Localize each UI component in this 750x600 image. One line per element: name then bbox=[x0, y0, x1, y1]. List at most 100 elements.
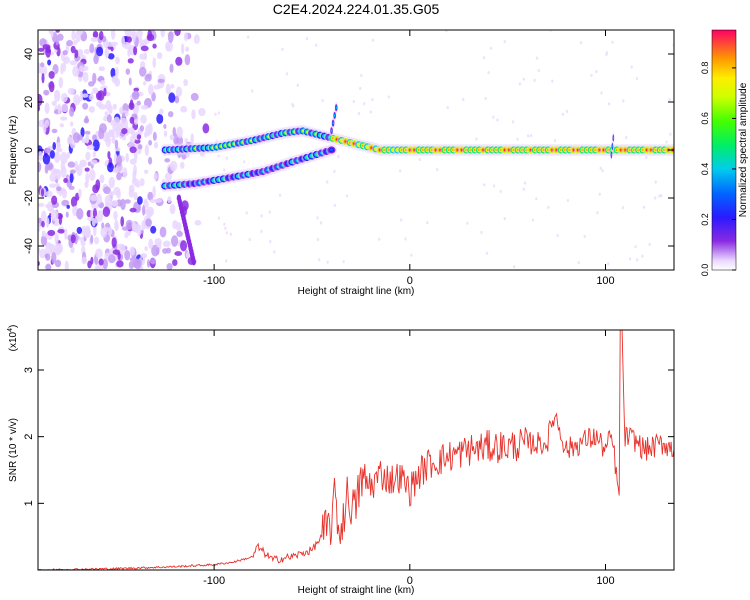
heatmap-noise-blob bbox=[185, 46, 190, 52]
heatmap-noise-blob bbox=[134, 113, 138, 120]
heatmap-noise-blob bbox=[92, 31, 99, 38]
heatmap-noise-blob bbox=[57, 228, 65, 234]
heatmap-noise-blob bbox=[61, 92, 68, 103]
heatmap-noise-blob bbox=[92, 87, 99, 94]
heatmap-noise-blob bbox=[174, 30, 181, 37]
heatmap-faint-dot bbox=[668, 98, 671, 102]
snr-multiplier: (x104) bbox=[7, 325, 19, 352]
heatmap-faint-dot bbox=[533, 78, 536, 82]
heatmap-noise-blob bbox=[153, 172, 158, 181]
heatmap-noise-blob bbox=[110, 41, 118, 46]
heatmap-noise-blob bbox=[62, 49, 68, 56]
heatmap-noise-blob bbox=[38, 47, 45, 52]
heatmap-noise-blob bbox=[136, 100, 141, 106]
heatmap-noise-blob bbox=[152, 43, 157, 49]
heatmap-noise-blob bbox=[139, 53, 147, 60]
snr-frame bbox=[37, 329, 675, 571]
heatmap-noise-blob bbox=[145, 73, 152, 79]
heatmap-noise-blob bbox=[115, 222, 119, 231]
heatmap-faint-dot bbox=[654, 180, 657, 184]
heatmap-noise-blob bbox=[115, 56, 120, 65]
heatmap-faint-dot bbox=[296, 83, 299, 87]
heatmap-noise-blob bbox=[48, 70, 55, 79]
heatmap-noise-blob bbox=[54, 259, 62, 268]
heatmap-noise-blob bbox=[145, 124, 151, 137]
heatmap-faint-dot bbox=[224, 259, 228, 263]
heatmap-noise-blob bbox=[103, 87, 107, 97]
heatmap-noise-blob bbox=[128, 77, 132, 86]
heatmap-noise-blob bbox=[92, 150, 96, 158]
heatmap-faint-dot bbox=[566, 198, 570, 203]
heatmap-noise-blob bbox=[152, 57, 157, 69]
heatmap-faint-dot bbox=[496, 118, 499, 122]
heatmap-noise-blob bbox=[113, 186, 121, 196]
colorbar-tick-label: 0.0 bbox=[700, 264, 710, 277]
heatmap-noise-blob bbox=[136, 134, 142, 140]
heatmap-noise-blob bbox=[142, 205, 146, 216]
snr-y-tick-label: 2 bbox=[23, 434, 35, 440]
heatmap-noise-blob bbox=[170, 84, 175, 89]
heatmap-noise-blob bbox=[147, 30, 152, 40]
heatmap-noise-blob bbox=[120, 198, 126, 211]
heatmap-noise-blob bbox=[129, 116, 135, 124]
heatmap-faint-dot bbox=[484, 96, 487, 101]
heatmap-noise-blob bbox=[126, 36, 132, 43]
heatmap-noise-blob bbox=[89, 194, 98, 202]
heatmap-noise-blob bbox=[83, 48, 90, 55]
heatmap-noise-blob bbox=[86, 144, 95, 150]
heatmap-noise-blob bbox=[122, 41, 131, 50]
heatmap-noise-blob bbox=[103, 115, 108, 122]
heatmap-noise-blob bbox=[131, 128, 135, 139]
heatmap-faint-dot bbox=[624, 136, 628, 140]
heatmap-lower-branch-core bbox=[330, 148, 334, 152]
heatmap-noise-blob bbox=[167, 111, 174, 118]
heatmap-noise-blob bbox=[76, 134, 83, 141]
heatmap-noise-blob bbox=[115, 132, 119, 138]
heatmap-noise-blob bbox=[92, 139, 100, 152]
heatmap-noise-blob bbox=[128, 184, 135, 194]
heatmap-noise-blob bbox=[38, 247, 41, 253]
heatmap-faint-dot bbox=[489, 46, 493, 50]
heatmap-faint-dot bbox=[583, 234, 586, 239]
heatmap-noise-blob bbox=[38, 119, 44, 128]
heatmap-faint-dot bbox=[291, 102, 294, 106]
heatmap-noise-blob bbox=[70, 45, 76, 54]
heatmap-noise-blob bbox=[172, 259, 178, 267]
heatmap-noise-blob bbox=[144, 144, 149, 157]
heatmap-ticks: -100 0 100 -40 -20 0 20 40 bbox=[23, 30, 674, 287]
heatmap-noise-blob bbox=[162, 248, 168, 254]
heatmap-faint-dot bbox=[418, 157, 421, 162]
heatmap-noise-blob bbox=[45, 217, 50, 228]
heatmap-x-tick-label: 100 bbox=[596, 275, 614, 287]
heatmap-noise-blob bbox=[69, 121, 74, 127]
heatmap-noise-blob bbox=[140, 253, 148, 259]
heatmap-noise-blob bbox=[174, 95, 180, 104]
heatmap-noise-blob bbox=[76, 48, 84, 57]
heatmap-noise-blob bbox=[185, 251, 191, 259]
heatmap-noise-blob bbox=[103, 186, 111, 195]
heatmap-noise-blob bbox=[38, 150, 43, 162]
heatmap-faint-dot bbox=[268, 210, 272, 214]
heatmap-noise-blob bbox=[172, 220, 178, 230]
heatmap-noise-blob bbox=[194, 219, 202, 226]
heatmap-noise-blob bbox=[69, 172, 74, 184]
heatmap-noise-blob bbox=[140, 45, 149, 52]
heatmap-faint-dot bbox=[359, 86, 362, 91]
heatmap-noise-blob bbox=[57, 103, 61, 115]
heatmap-noise-blob bbox=[140, 105, 149, 110]
heatmap-noise-blob bbox=[102, 206, 111, 218]
snr-panel: -100 0 100 1 2 3 Height of straight line (km)… bbox=[7, 325, 675, 596]
heatmap-noise-blob bbox=[107, 53, 115, 60]
heatmap-noise-blob bbox=[63, 177, 68, 184]
heatmap-diagonal-streak bbox=[191, 258, 196, 266]
heatmap-faint-dot bbox=[503, 217, 506, 221]
heatmap-noise-blob bbox=[138, 66, 147, 77]
heatmap-noise-blob bbox=[115, 66, 119, 77]
heatmap-faint-dot bbox=[242, 160, 246, 164]
heatmap-noise-blob bbox=[148, 139, 153, 146]
heatmap-noise-blob bbox=[49, 150, 55, 159]
heatmap-noise-blob bbox=[98, 30, 104, 41]
heatmap-noise-blob bbox=[159, 226, 167, 238]
heatmap-noise-blob bbox=[137, 196, 143, 205]
heatmap-noise-blob bbox=[152, 131, 157, 141]
